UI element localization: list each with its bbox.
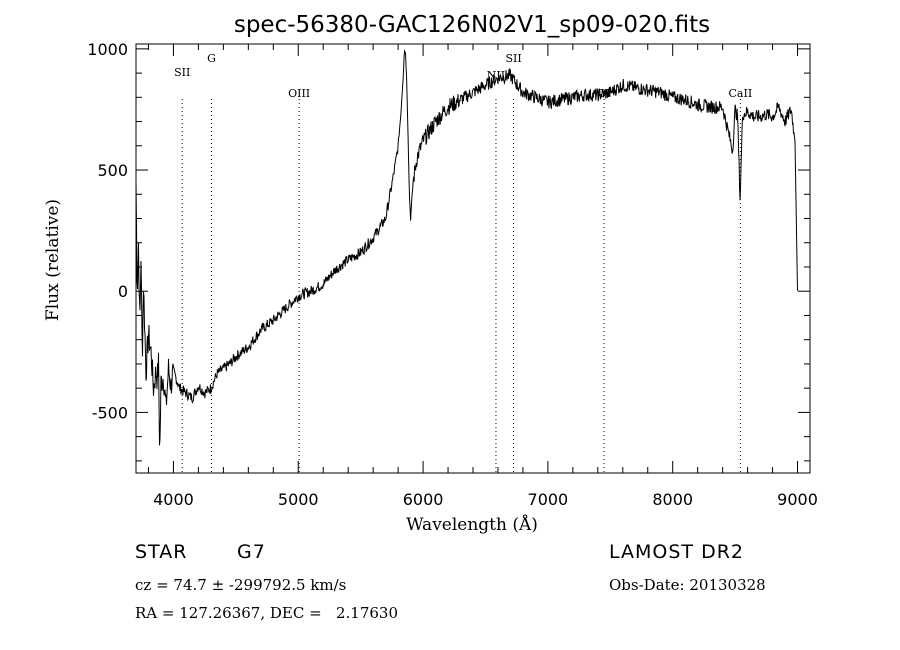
x-axis-label: Wavelength (Å) [406,514,538,535]
subclass-label: G7 [237,541,266,563]
x-tick-label-0: 4000 [153,490,194,509]
spectrum-series-line [135,49,798,446]
coordinates-text: RA = 127.26367, DEC = 2.17630 [135,604,399,622]
redshift-text: cz = 74.7 ± -299792.5 km/s [135,576,347,594]
y-axis-label: Flux (relative) [43,199,63,321]
x-tick-label-3: 7000 [528,490,569,509]
marker-label-0: SII [174,66,190,79]
marker-label-2: OIII [288,87,310,100]
marker-label-4: SII [505,52,521,65]
plot-axes: 4000 5000 6000 7000 8000 9000 -500 0 500 1000 [87,40,818,509]
marker-label-6: CaII [729,87,753,100]
y-tick-label-3: 1000 [87,40,128,59]
object-class-label: STAR [135,541,188,563]
y-tick-label-1: 0 [118,282,128,301]
chart-title: spec-56380-GAC126N02V1_sp09-020.fits [234,12,710,38]
survey-label: LAMOST DR2 [609,541,744,563]
x-tick-label-1: 5000 [278,490,319,509]
y-tick-label-2: 500 [97,161,128,180]
obs-date-text: Obs-Date: 20130328 [609,576,766,594]
x-tick-label-4: 8000 [652,490,693,509]
x-tick-label-2: 6000 [403,490,444,509]
marker-label-1: G [207,52,216,65]
x-tick-label-5: 9000 [777,490,818,509]
y-tick-label-0: -500 [92,403,128,422]
